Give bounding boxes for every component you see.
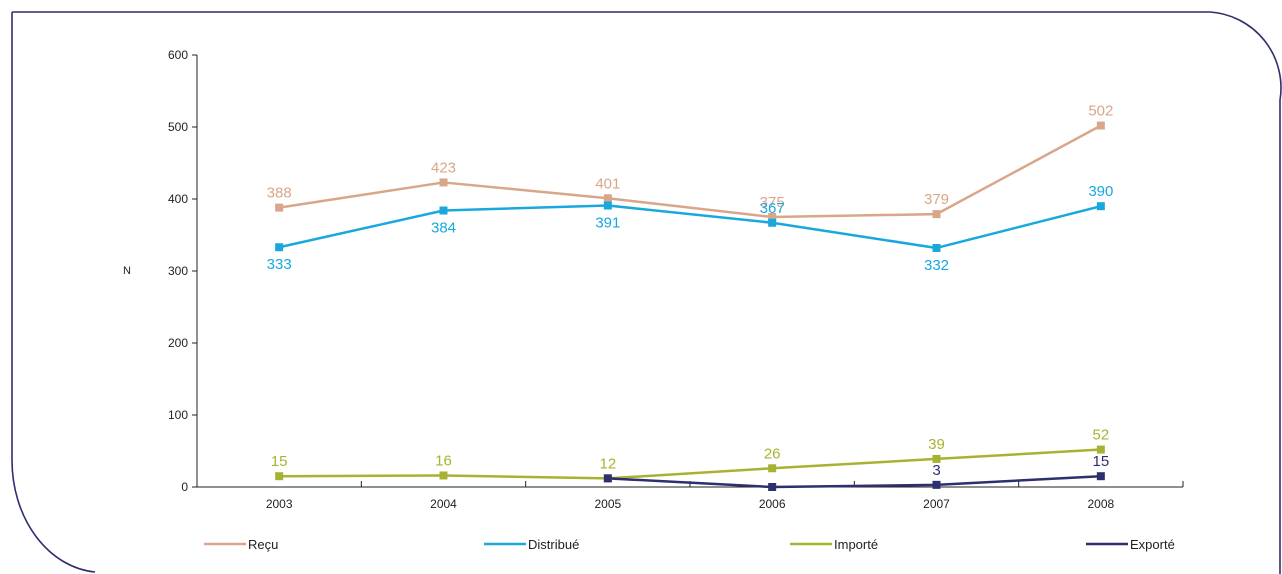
x-tick-label: 2006: [759, 497, 786, 511]
series-lines: [278, 124, 1102, 489]
data-label-recu: 502: [1088, 103, 1113, 120]
y-tick-label: 400: [168, 192, 188, 206]
point-distribue: [275, 243, 284, 252]
y-tick-label: 200: [168, 336, 188, 350]
y-tick-label: 600: [168, 48, 188, 62]
series-line-importe: [279, 448, 1101, 480]
data-label-recu: 375: [760, 194, 785, 211]
point-recu: [768, 213, 777, 221]
data-label-distribue: 367: [760, 200, 785, 217]
point-distribue: [603, 201, 612, 210]
data-label-importe: 39: [928, 436, 945, 453]
data-label-distribue: 333: [267, 256, 292, 273]
point-exporte: [932, 480, 941, 489]
y-tick-label: 300: [168, 264, 188, 278]
data-label-recu: 379: [924, 191, 949, 208]
data-label-importe: 16: [435, 452, 452, 469]
data-label-recu: 401: [595, 175, 620, 192]
data-label-importe: 52: [1092, 427, 1109, 444]
frame-border: [11, 11, 1282, 574]
series-line-exporte: [607, 474, 1101, 489]
point-distribue: [1096, 202, 1105, 211]
data-label-importe: 26: [764, 445, 781, 462]
point-distribue: [768, 218, 777, 227]
axes: 0 100 200 300 400 500 600 2003 2004 2005 2006 2007 2…: [123, 48, 1184, 511]
series-markers: [275, 121, 1105, 491]
point-recu: [275, 203, 284, 212]
point-exporte: [603, 474, 612, 483]
point-importe: [275, 472, 284, 481]
data-label-distribue: 390: [1088, 183, 1113, 200]
series-line-recu: [278, 124, 1102, 219]
legend-label-importe: Importé: [834, 537, 878, 552]
point-recu: [603, 194, 612, 203]
y-tick-label: 0: [181, 480, 188, 494]
point-importe: [768, 464, 777, 473]
series-line-distribue: [278, 204, 1102, 250]
x-tick-label: 2008: [1087, 497, 1114, 511]
x-tick-label: 2007: [923, 497, 950, 511]
data-label-recu: 423: [431, 159, 456, 176]
point-exporte: [768, 483, 777, 491]
point-recu: [439, 178, 448, 187]
data-label-exporte: 3: [932, 462, 940, 479]
point-distribue: [439, 206, 448, 215]
data-label-importe: 15: [271, 453, 288, 470]
point-recu: [932, 210, 941, 219]
data-label-distribue: 332: [924, 257, 949, 274]
point-importe: [932, 454, 941, 463]
y-tick-label: 500: [168, 120, 188, 134]
point-exporte: [1096, 472, 1105, 481]
data-label-recu: 388: [267, 185, 292, 202]
point-importe: [439, 471, 448, 480]
legend: Reçu Distribué Importé Exporté: [204, 537, 1175, 552]
data-labels: 388 423 401 375 379 502 333 384 391 367 332 390 15 16…: [267, 103, 1114, 479]
point-importe: [1096, 445, 1105, 454]
legend-label-exporte: Exporté: [1130, 537, 1175, 552]
legend-label-recu: Reçu: [248, 537, 278, 552]
y-axis-title: N: [123, 265, 131, 277]
data-label-distribue: 391: [595, 214, 620, 231]
data-label-exporte: 15: [1092, 453, 1109, 470]
x-tick-label: 2005: [594, 497, 621, 511]
y-tick-label: 100: [168, 408, 188, 422]
legend-label-distribue: Distribué: [528, 537, 579, 552]
data-label-distribue: 384: [431, 220, 456, 237]
point-distribue: [932, 243, 941, 252]
data-label-importe: 12: [599, 455, 616, 472]
x-tick-label: 2004: [430, 497, 457, 511]
point-recu: [1096, 121, 1105, 130]
x-tick-label: 2003: [266, 497, 293, 511]
